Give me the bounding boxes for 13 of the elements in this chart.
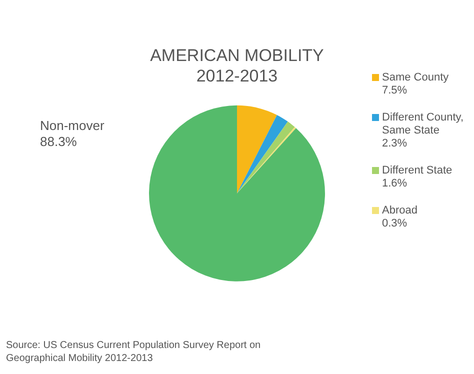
data-label: 0.3% [382,218,408,230]
data-label: 1.6% [382,178,408,190]
chart-subtitle: 2012-2013 [196,66,278,86]
data-label: 7.5% [382,84,408,97]
data-label: 2.3% [382,138,408,150]
data-label: 88.3% [40,134,78,150]
slice-label: Non-mover [40,118,105,134]
legend-label: Different State [382,164,452,177]
chart-title: AMERICAN MOBILITY [150,46,324,65]
source-note: Source: US Census Current Population Survey Report on Geographical Mobility 2012-2013 [6,340,261,364]
legend-label: Abroad [382,204,418,217]
legend-label: Same County [382,72,450,84]
legend-label: Different County, Same State [382,112,464,137]
